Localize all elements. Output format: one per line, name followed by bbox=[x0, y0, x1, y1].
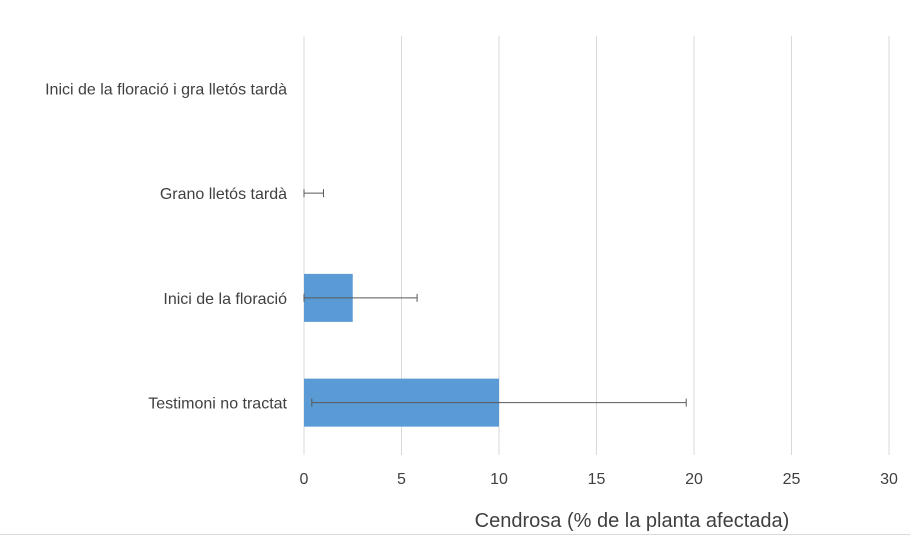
error-bar bbox=[303, 293, 418, 302]
x-tick-labels: 0 5 10 15 20 25 30 bbox=[300, 471, 898, 488]
category-label: Inici de la floració bbox=[163, 291, 287, 308]
divider bbox=[0, 534, 910, 535]
x-tick-label: 0 bbox=[300, 471, 309, 488]
error-bar bbox=[303, 189, 324, 198]
gridlines bbox=[303, 36, 890, 455]
x-tick-label: 30 bbox=[880, 471, 898, 488]
x-tick-label: 10 bbox=[490, 471, 508, 488]
x-tick-label: 25 bbox=[783, 471, 801, 488]
error-bar bbox=[311, 398, 687, 407]
category-label: Inici de la floració i gra lletós tardà bbox=[45, 81, 287, 98]
x-axis-title: Cendrosa (% de la planta afectada) bbox=[475, 510, 790, 532]
category-labels: Inici de la floració i gra lletós tardà G… bbox=[45, 81, 287, 412]
category-label: Testimoni no tractat bbox=[148, 396, 287, 413]
category-label: Grano lletós tardà bbox=[160, 186, 287, 203]
x-tick-label: 15 bbox=[588, 471, 606, 488]
x-tick-label: 5 bbox=[397, 471, 406, 488]
x-tick-label: 20 bbox=[685, 471, 703, 488]
error-bars bbox=[303, 189, 687, 407]
